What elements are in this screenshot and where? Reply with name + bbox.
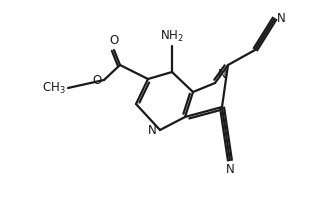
Text: O: O: [93, 74, 102, 87]
Text: CH$_3$: CH$_3$: [42, 81, 66, 96]
Text: NH$_2$: NH$_2$: [160, 29, 184, 44]
Text: N: N: [226, 163, 234, 176]
Text: N: N: [277, 12, 286, 25]
Text: O: O: [110, 34, 119, 47]
Text: N: N: [218, 68, 227, 81]
Text: N: N: [148, 124, 157, 137]
